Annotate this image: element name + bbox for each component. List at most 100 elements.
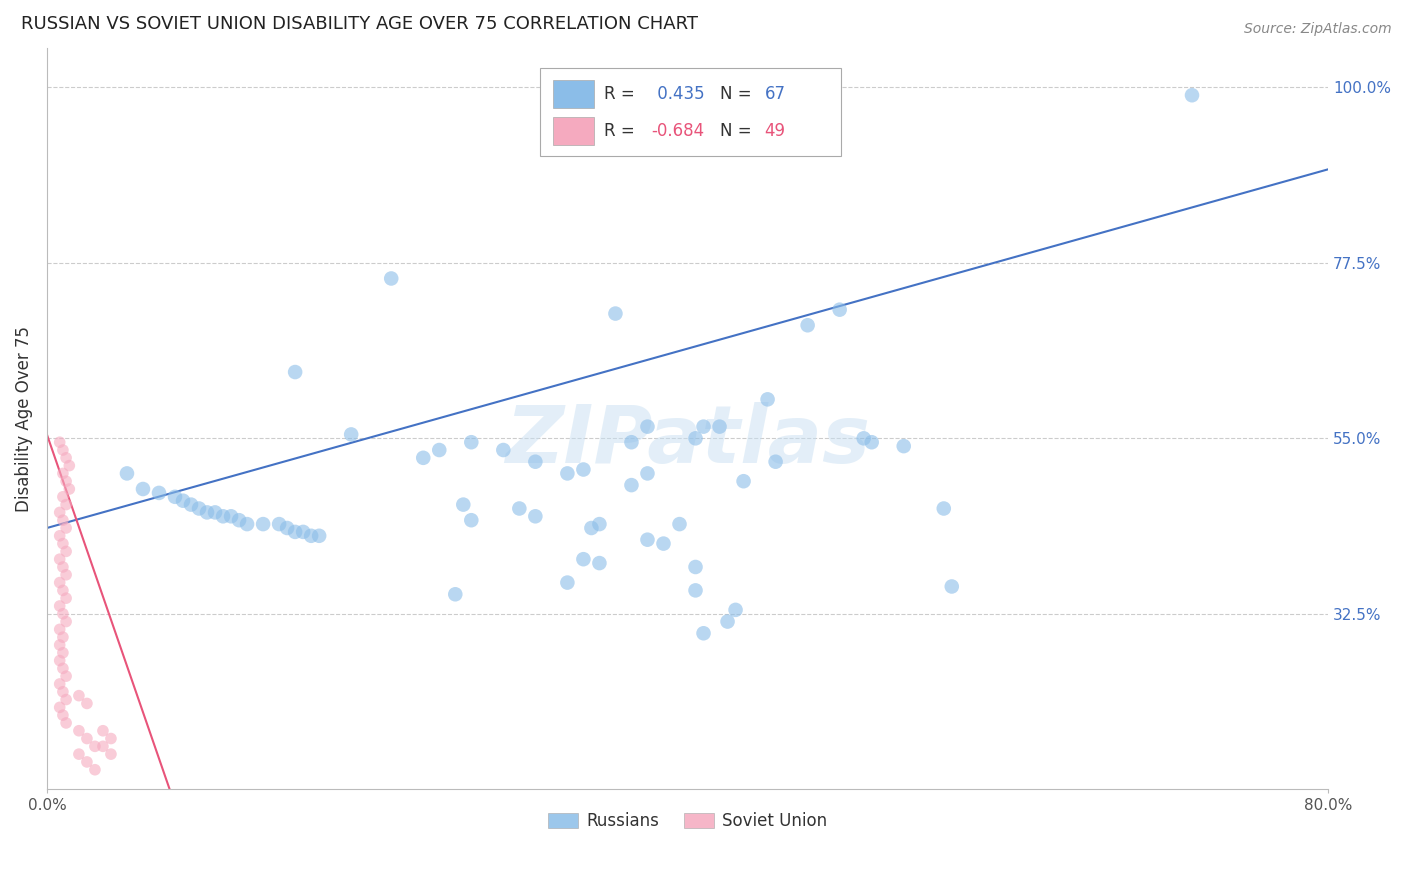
Point (48, 435, 70, 450)
Point (52, 583, 75, 598)
Point (228, 513, 250, 527)
Point (52, 708, 75, 723)
Point (180, 498, 202, 512)
Text: Source: ZipAtlas.com: Source: ZipAtlas.com (1244, 22, 1392, 37)
Point (460, 435, 482, 450)
Point (453, 498, 475, 512)
FancyBboxPatch shape (553, 117, 593, 145)
Point (412, 450, 434, 465)
Point (55, 498, 77, 512)
Point (55, 544, 77, 558)
Point (605, 307, 627, 321)
Text: 0.435: 0.435 (651, 86, 704, 103)
Point (55, 450, 77, 465)
Point (91, 739, 114, 754)
Point (637, 419, 659, 434)
Point (492, 443, 515, 458)
Point (219, 509, 242, 524)
Point (380, 271, 402, 285)
Point (48, 599, 70, 613)
Point (299, 529, 322, 543)
Point (204, 505, 226, 519)
Text: R =: R = (605, 122, 640, 140)
Point (52, 685, 75, 699)
Y-axis label: Disability Age Over 75: Disability Age Over 75 (15, 326, 32, 512)
Point (55, 567, 77, 582)
Point (236, 517, 259, 532)
Point (557, 575, 579, 590)
Point (76, 731, 98, 746)
Point (588, 517, 610, 532)
Point (55, 669, 77, 683)
Point (340, 427, 363, 442)
Point (308, 529, 330, 543)
Point (52, 646, 75, 660)
Point (724, 603, 747, 617)
Point (620, 435, 643, 450)
Point (58, 458, 80, 473)
Point (796, 318, 818, 333)
Point (58, 482, 80, 496)
Point (55, 615, 77, 629)
Point (620, 478, 643, 492)
Point (756, 392, 779, 407)
Point (67, 689, 90, 703)
Point (172, 493, 194, 508)
Point (444, 587, 467, 601)
Point (48, 623, 70, 637)
Point (581, 521, 603, 535)
Text: 49: 49 (765, 122, 786, 140)
Point (716, 615, 738, 629)
Point (195, 505, 218, 519)
Point (91, 723, 114, 738)
Point (524, 455, 547, 469)
Text: 67: 67 (765, 86, 786, 103)
Point (524, 509, 547, 524)
Text: ZIPatlas: ZIPatlas (505, 402, 870, 480)
Point (828, 302, 851, 317)
Point (860, 435, 883, 450)
Point (1181, 88, 1204, 103)
Text: N =: N = (720, 122, 756, 140)
Point (100, 747, 122, 761)
Point (637, 467, 659, 481)
Point (588, 556, 610, 570)
Point (709, 419, 731, 434)
Point (692, 419, 714, 434)
Point (852, 431, 875, 445)
Text: N =: N = (720, 86, 756, 103)
Point (115, 467, 138, 481)
Point (52, 467, 75, 481)
Point (48, 677, 70, 691)
Point (460, 513, 482, 527)
FancyBboxPatch shape (540, 69, 841, 156)
Text: RUSSIAN VS SOVIET UNION DISABILITY AGE OVER 75 CORRELATION CHART: RUSSIAN VS SOVIET UNION DISABILITY AGE O… (21, 15, 699, 33)
Point (733, 474, 755, 488)
Point (572, 92, 595, 106)
Point (188, 501, 211, 516)
Point (48, 529, 70, 543)
Point (100, 731, 122, 746)
Point (893, 439, 915, 453)
Point (692, 626, 714, 640)
Point (84, 739, 107, 754)
Point (637, 533, 659, 547)
Point (572, 552, 595, 566)
Point (284, 524, 307, 539)
Point (685, 431, 707, 445)
Point (48, 700, 70, 714)
Point (212, 509, 235, 524)
Point (55, 692, 77, 706)
Point (163, 490, 186, 504)
Point (84, 763, 107, 777)
Point (76, 755, 98, 769)
Point (284, 365, 307, 379)
Point (55, 591, 77, 606)
Point (148, 486, 170, 500)
Point (48, 505, 70, 519)
Legend: Russians, Soviet Union: Russians, Soviet Union (541, 805, 834, 837)
Point (941, 579, 963, 593)
Point (252, 517, 274, 532)
Point (48, 552, 70, 566)
Point (67, 723, 90, 738)
